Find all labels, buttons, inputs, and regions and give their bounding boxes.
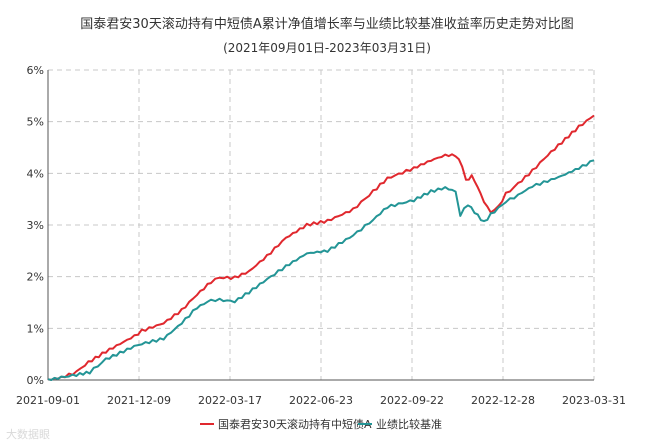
series-line <box>47 159 595 381</box>
x-tick-label: 2021-12-09 <box>107 394 171 407</box>
series <box>47 114 595 381</box>
y-tick-label: 4% <box>27 167 44 180</box>
y-tick-label: 2% <box>27 271 44 284</box>
series-line <box>47 114 595 381</box>
x-tick-label: 2022-12-28 <box>471 394 535 407</box>
chart-title: 国泰君安30天滚动持有中短债A累计净值增长率与业绩比较基准收益率历史走势对比图 <box>80 16 573 32</box>
legend: 国泰君安30天滚动持有中短债A 业绩比较基准 <box>200 417 442 431</box>
y-tick-label: 1% <box>27 322 44 335</box>
grid <box>47 69 595 381</box>
x-tick-label: 2022-03-17 <box>198 394 262 407</box>
legend-label: 业绩比较基准 <box>376 417 442 431</box>
watermark: 大数据眼 <box>6 428 50 441</box>
y-axis: 0% 1% 2% 3% 4% 5% 6% <box>27 64 44 387</box>
x-tick-label: 2022-06-23 <box>289 394 353 407</box>
y-tick-label: 0% <box>27 374 44 387</box>
y-tick-label: 5% <box>27 116 44 129</box>
y-tick-label: 3% <box>27 219 44 232</box>
x-tick-label: 2022-09-22 <box>380 394 444 407</box>
legend-label: 国泰君安30天滚动持有中短债A <box>218 417 372 431</box>
chart-subtitle: (2021年09月01日-2023年03月31日) <box>223 41 431 55</box>
x-tick-label: 2021-09-01 <box>16 394 80 407</box>
y-tick-label: 6% <box>27 64 44 77</box>
x-tick-label: 2023-03-31 <box>562 394 626 407</box>
x-axis: 2021-09-01 2021-12-09 2022-03-17 2022-06-23… <box>16 394 626 407</box>
